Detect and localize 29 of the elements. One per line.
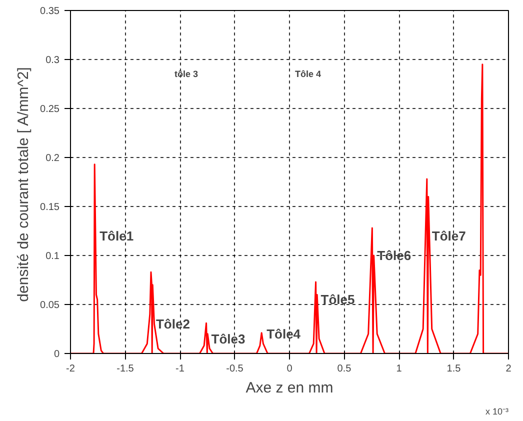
- annotation: tôle 3: [174, 69, 198, 80]
- annotation: Tôle5: [320, 292, 355, 308]
- y-tick-label: 0.25: [40, 104, 60, 115]
- x-axis-title: Axe z en mm: [246, 380, 334, 396]
- annotation: Tôle 4: [294, 69, 321, 80]
- x-tick-label: -1: [176, 364, 185, 374]
- x-tick-label: 1: [396, 364, 402, 374]
- y-tick-label: 0.05: [40, 300, 60, 311]
- y-tick-label: 0: [54, 349, 60, 360]
- y-tick-label: 0.35: [40, 6, 60, 17]
- annotation: Tôle3: [211, 331, 246, 346]
- annotation: Tôle6: [377, 248, 412, 263]
- y-tick-label: 0.1: [46, 251, 60, 262]
- y-tick-label: 0.3: [46, 55, 60, 66]
- x-tick-label: 0.5: [337, 364, 352, 374]
- y-tick-label: 0.2: [46, 153, 60, 164]
- x-tick-label: -2: [66, 364, 76, 374]
- annotation: Tôle7: [432, 228, 466, 244]
- annotation: Tôle4: [266, 326, 302, 342]
- text: x 10⁻³: [485, 406, 509, 416]
- x-tick-label: 2: [506, 364, 512, 374]
- annotation: Tôle2: [156, 316, 190, 332]
- x-tick-label: 0: [286, 364, 293, 374]
- x-tick-label: -1.5: [116, 364, 134, 374]
- y-tick-label: 0.15: [40, 202, 60, 213]
- y-axis-title: densité de courant totale [ A/mm^2]: [15, 67, 32, 302]
- x-tick-label: -0.5: [226, 364, 244, 374]
- annotation: Tôle1: [100, 228, 134, 244]
- x-tick-label: 1.5: [446, 364, 462, 374]
